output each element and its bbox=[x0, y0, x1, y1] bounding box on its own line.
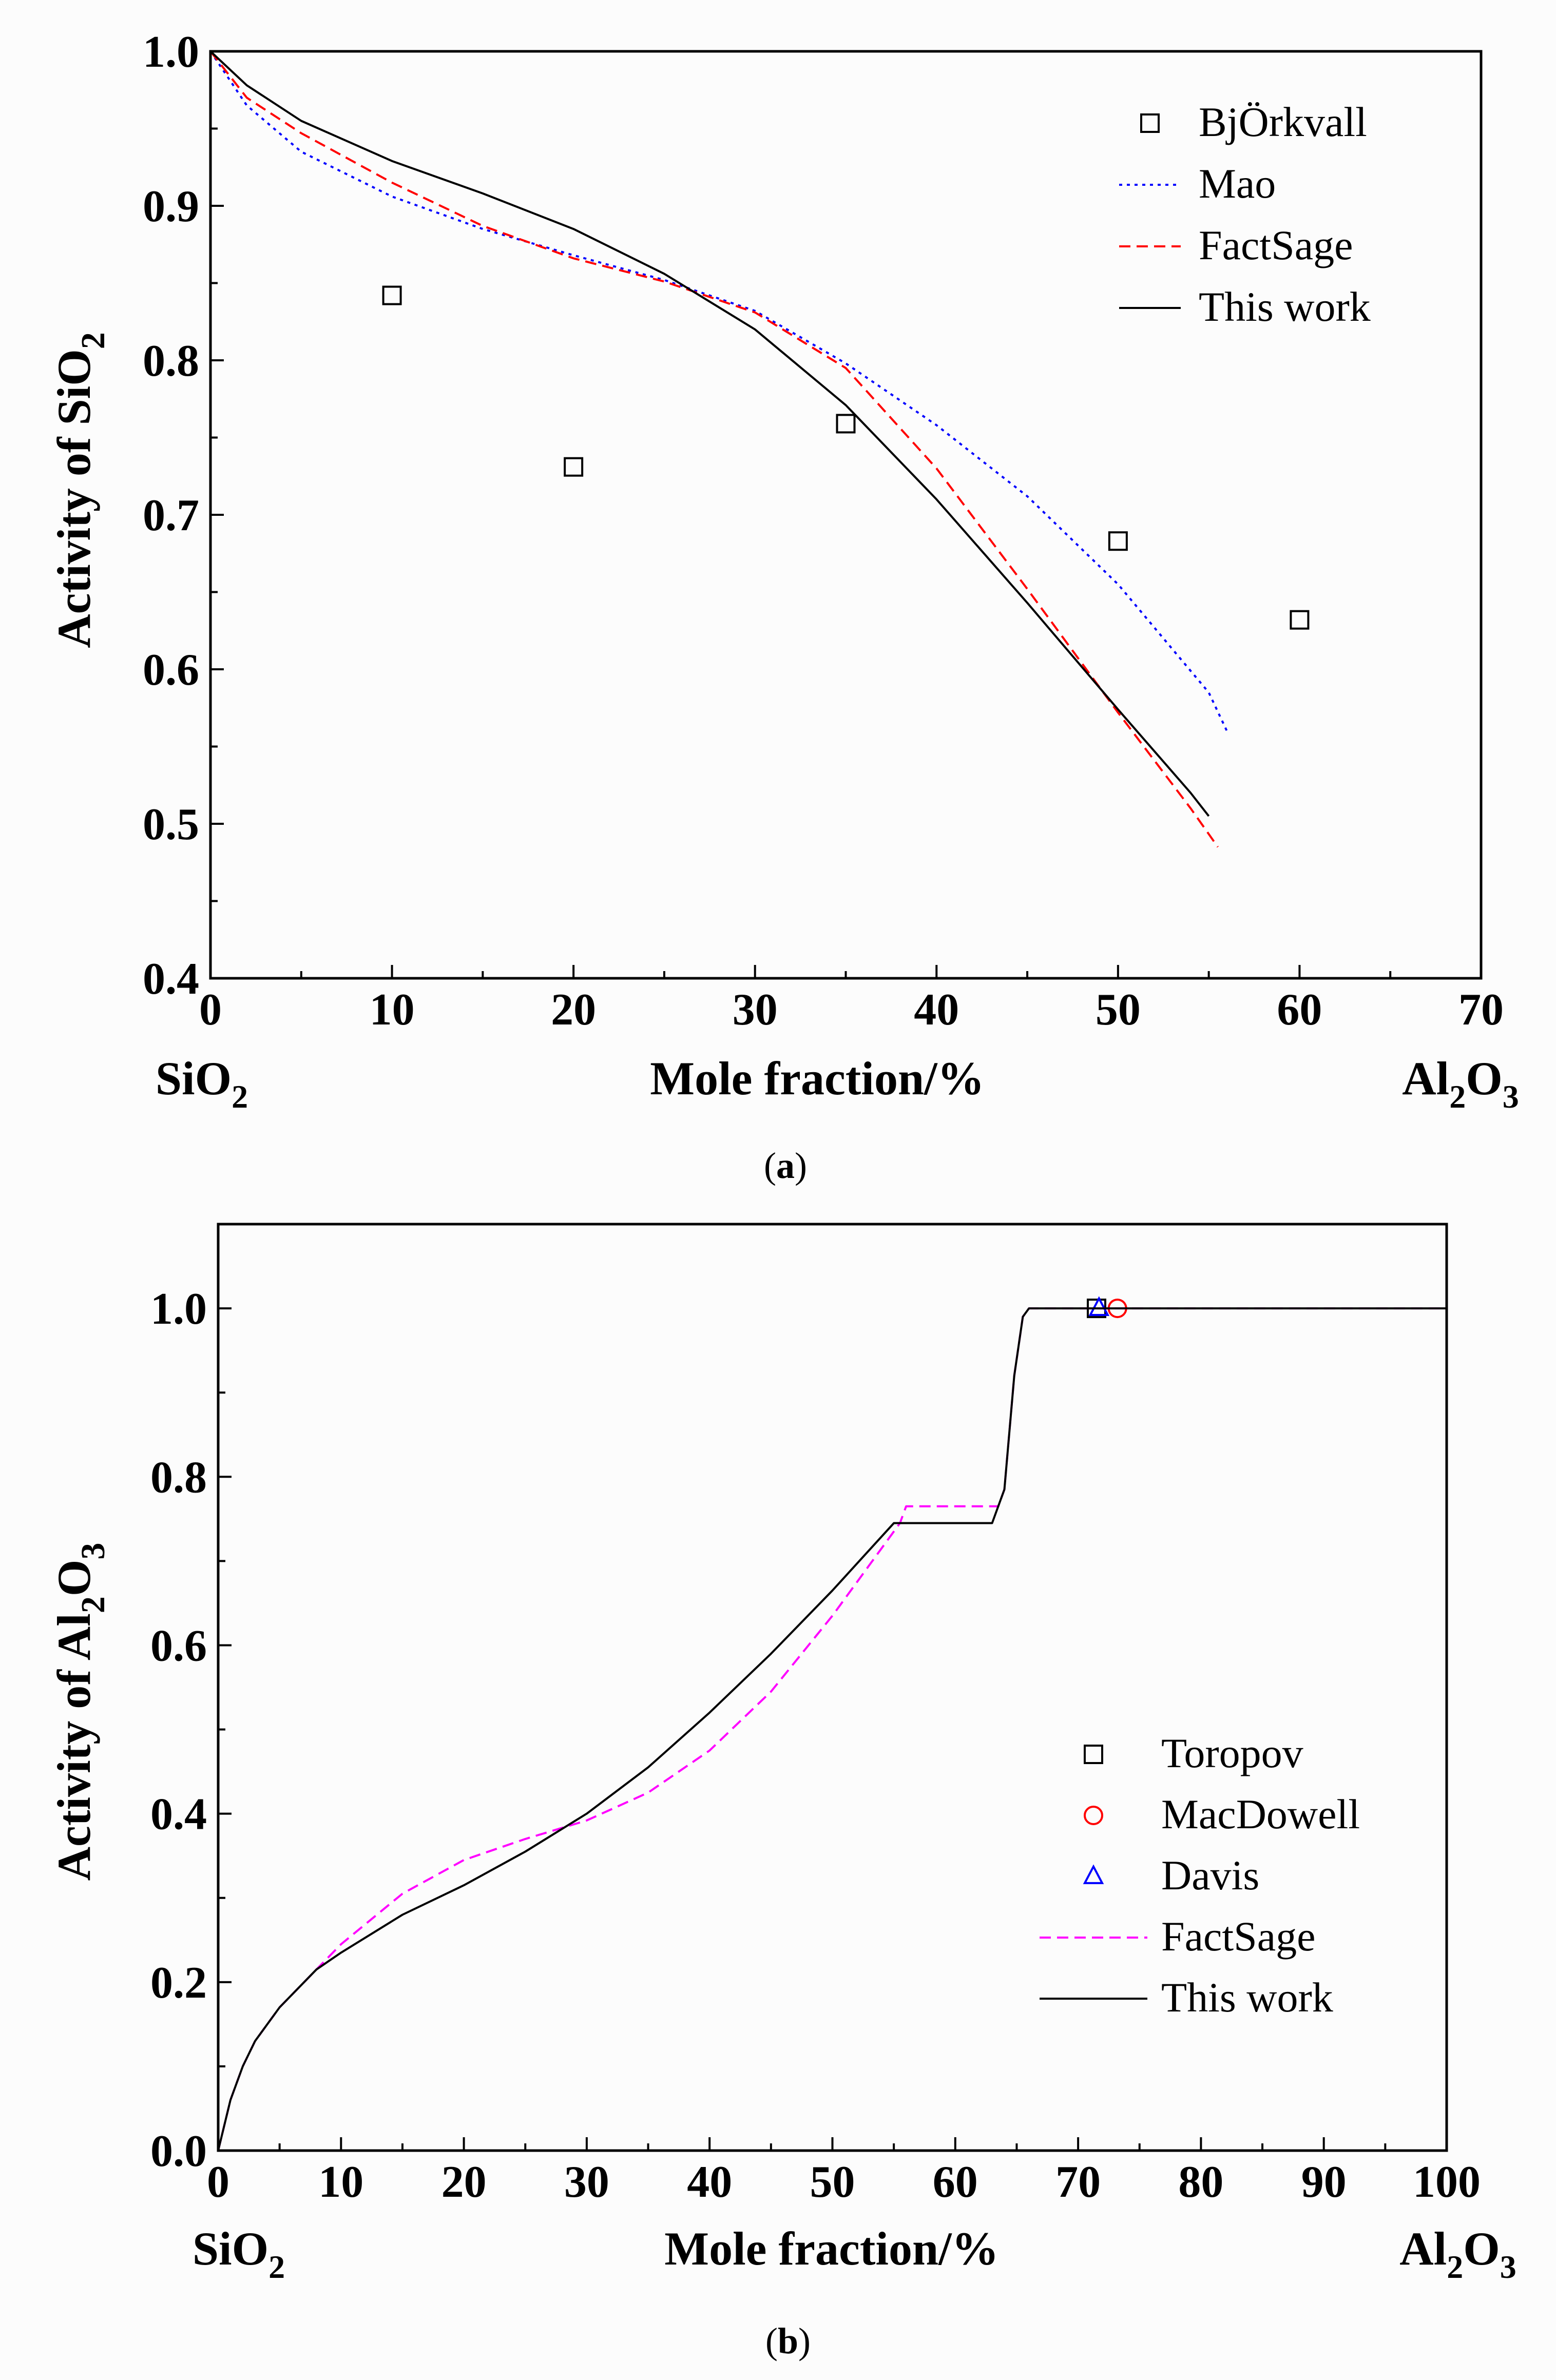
y-tick-label: 0.6 bbox=[143, 645, 199, 695]
data-point-bj-rkvall bbox=[564, 457, 584, 477]
y-tick-label: 0.0 bbox=[150, 2126, 207, 2176]
x-right-endpoint-label-b: Al2O3 bbox=[1399, 2222, 1516, 2285]
y-tick-label: 0.4 bbox=[150, 1790, 207, 1840]
y-tick-label: 0.2 bbox=[150, 1958, 207, 2008]
y-axis-title-b: Activity of Al2O3 bbox=[48, 1543, 112, 1881]
data-point-bj-rkvall bbox=[382, 285, 402, 305]
series-line-mao bbox=[209, 50, 1228, 732]
legend-marker-toropov bbox=[1084, 1745, 1103, 1764]
x-tick-label: 100 bbox=[1413, 2157, 1481, 2207]
x-tick-label: 40 bbox=[914, 985, 959, 1035]
x-right-endpoint-label-a: Al2O3 bbox=[1402, 1052, 1519, 1115]
legend-marker-davis bbox=[1083, 1864, 1104, 1884]
x-tick-label: 10 bbox=[318, 2157, 363, 2207]
x-tick-label: 30 bbox=[564, 2157, 609, 2207]
legend-label-davis: Davis bbox=[1161, 1852, 1259, 1899]
x-tick-label: 90 bbox=[1301, 2157, 1347, 2207]
panel-caption-a: (a) bbox=[764, 1145, 807, 1186]
legend-label-macdowell: MacDowell bbox=[1161, 1791, 1360, 1837]
x-left-endpoint-label-b: SiO2 bbox=[193, 2222, 285, 2285]
x-tick-label: 50 bbox=[810, 2157, 855, 2207]
y-tick-label: 0.8 bbox=[143, 336, 199, 386]
legend-label-factsage: FactSage bbox=[1199, 222, 1353, 268]
legend-label-mao: Mao bbox=[1199, 160, 1276, 207]
x-axis-title-b: Mole fraction/% bbox=[664, 2222, 998, 2275]
x-tick-label: 0 bbox=[207, 2157, 229, 2207]
x-tick-label: 20 bbox=[441, 2157, 487, 2207]
series-line-this-work bbox=[209, 50, 1210, 817]
data-point-bj-rkvall bbox=[1290, 610, 1310, 630]
y-tick-label: 1.0 bbox=[143, 27, 199, 77]
x-left-endpoint-label-a: SiO2 bbox=[156, 1052, 248, 1115]
x-tick-label: 60 bbox=[933, 2157, 978, 2207]
chart-panel-b: 0 10 20 30 40 50 60 70 80 90 100 0.0 0.2 0.4 0.6 0.8 1.0… bbox=[48, 1223, 1516, 2362]
chart-panel-a: 0 10 20 30 40 50 60 70 0.4 0.5 0.6 0.7 0.8 0.9 1.0 Act… bbox=[48, 27, 1519, 1186]
legend-label-factsage: FactSage bbox=[1161, 1913, 1316, 1960]
legend-label-bj-rkvall: BjÖrkvall bbox=[1199, 99, 1367, 145]
x-tick-label: 60 bbox=[1277, 985, 1322, 1035]
data-point-davis bbox=[1088, 1296, 1110, 1317]
y-tick-label: 0.7 bbox=[143, 491, 199, 540]
series-line-this-work bbox=[217, 1307, 1447, 2151]
y-tick-label: 1.0 bbox=[150, 1284, 207, 1334]
x-tick-label: 50 bbox=[1096, 985, 1141, 1035]
x-tick-label: 20 bbox=[551, 985, 596, 1035]
plot-frame-a bbox=[209, 50, 1483, 980]
y-axis-title-a: Activity of SiO2 bbox=[48, 332, 112, 648]
y-tick-label: 0.4 bbox=[143, 954, 199, 1004]
y-tick-label: 0.9 bbox=[143, 182, 199, 231]
legend-marker-bj-rkvall bbox=[1140, 113, 1160, 133]
legend-b: Toropov MacDowell Davis FactSage This work bbox=[1040, 1730, 1360, 2021]
data-point-bj-rkvall bbox=[836, 414, 856, 434]
x-tick-label: 70 bbox=[1458, 985, 1504, 1035]
series-line-factsage bbox=[209, 50, 1219, 848]
legend-label-toropov: Toropov bbox=[1161, 1730, 1303, 1776]
legend-label-this-work: This work bbox=[1161, 1974, 1333, 2021]
legend-marker-macdowell bbox=[1084, 1806, 1103, 1825]
y-tick-label: 0.8 bbox=[150, 1453, 207, 1502]
x-tick-label: 30 bbox=[733, 985, 778, 1035]
legend-a: BjÖrkvall Mao FactSage This work bbox=[1119, 99, 1371, 330]
x-tick-label: 40 bbox=[687, 2157, 732, 2207]
x-tick-label: 10 bbox=[370, 985, 415, 1035]
x-tick-label: 80 bbox=[1178, 2157, 1223, 2207]
panel-caption-b: (b) bbox=[765, 2320, 811, 2362]
x-tick-label: 70 bbox=[1055, 2157, 1101, 2207]
x-tick-label: 0 bbox=[199, 985, 222, 1035]
x-axis-title-a: Mole fraction/% bbox=[650, 1052, 984, 1105]
y-tick-label: 0.6 bbox=[150, 1621, 207, 1671]
data-point-bj-rkvall bbox=[1108, 531, 1128, 551]
legend-label-this-work: This work bbox=[1199, 283, 1371, 330]
y-tick-label: 0.5 bbox=[143, 800, 199, 849]
